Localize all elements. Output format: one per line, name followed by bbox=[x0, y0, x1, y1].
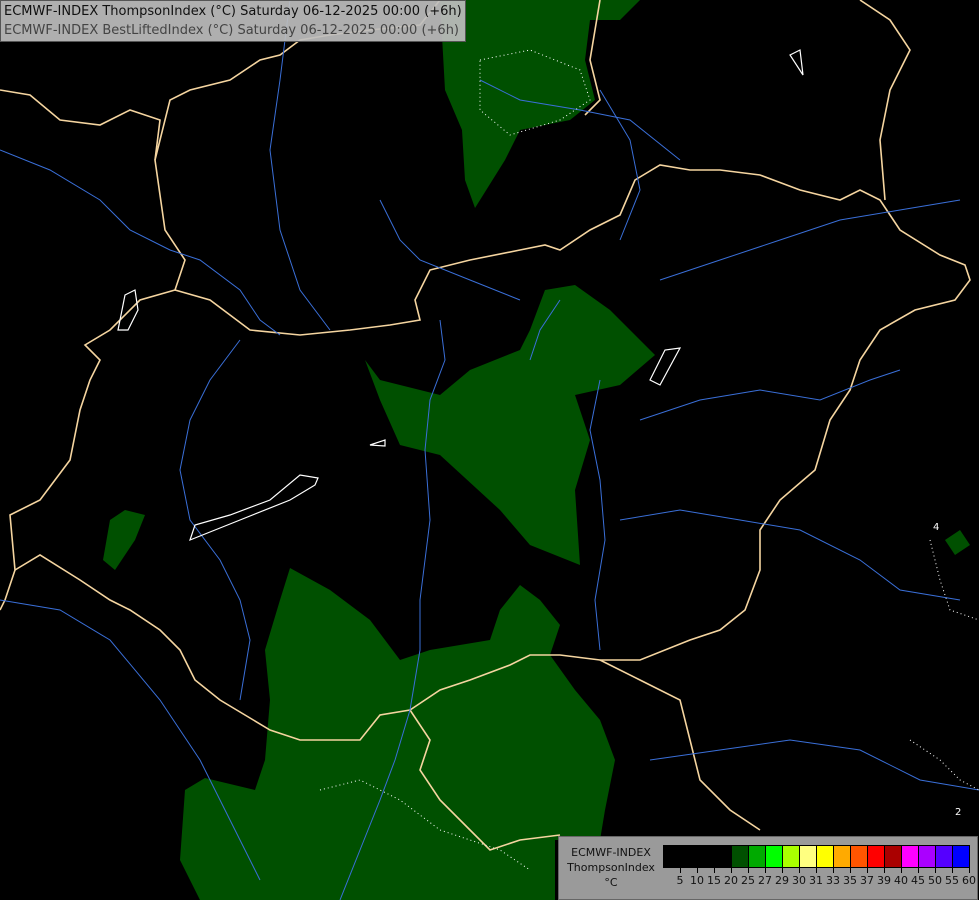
title-line-lifted: ECMWF-INDEX BestLiftedIndex (°C) Saturda… bbox=[4, 23, 459, 38]
legend-swatch bbox=[851, 846, 868, 867]
legend-swatch bbox=[715, 846, 732, 867]
legend-tick-label: 39 bbox=[877, 874, 891, 887]
legend-swatch bbox=[664, 846, 681, 867]
title-line-thompson: ECMWF-INDEX ThompsonIndex (°C) Saturday … bbox=[4, 4, 462, 19]
legend-swatch bbox=[817, 846, 834, 867]
contour-label: 4 bbox=[933, 522, 939, 533]
contour-label: 2 bbox=[955, 807, 961, 818]
legend-model: ECMWF-INDEX bbox=[571, 846, 651, 859]
map-title: ECMWF-INDEX ThompsonIndex (°C) Saturday … bbox=[0, 0, 466, 42]
legend-tick-label: 29 bbox=[775, 874, 789, 887]
legend-tick-label: 45 bbox=[911, 874, 925, 887]
legend-tick bbox=[850, 868, 851, 873]
legend-swatch bbox=[766, 846, 783, 867]
legend-tick-label: 10 bbox=[690, 874, 704, 887]
legend-tick bbox=[833, 868, 834, 873]
legend-tick-label: 5 bbox=[676, 874, 684, 887]
legend-tick-label: 25 bbox=[741, 874, 755, 887]
legend-tick bbox=[714, 868, 715, 873]
legend-tick-label: 30 bbox=[792, 874, 806, 887]
legend-tick-label: 33 bbox=[826, 874, 840, 887]
legend-swatch bbox=[681, 846, 698, 867]
legend-swatch bbox=[885, 846, 902, 867]
legend-swatch bbox=[919, 846, 936, 867]
legend-tick-label: 50 bbox=[928, 874, 942, 887]
legend-swatch bbox=[902, 846, 919, 867]
legend-tick bbox=[969, 868, 970, 873]
legend-swatch bbox=[732, 846, 749, 867]
legend-tick bbox=[901, 868, 902, 873]
legend-color-bar bbox=[663, 845, 970, 868]
legend-swatch bbox=[868, 846, 885, 867]
legend-tick bbox=[952, 868, 953, 873]
legend-swatch bbox=[698, 846, 715, 867]
legend-tick bbox=[680, 868, 681, 873]
legend-ticks: 5 10 15 20 25 27 29 30 31 33 35 37 39 40 45 50 55 60 bbox=[663, 868, 976, 892]
legend-swatch bbox=[834, 846, 851, 867]
legend-swatch bbox=[800, 846, 817, 867]
legend-tick bbox=[765, 868, 766, 873]
legend-swatch bbox=[936, 846, 953, 867]
legend-tick bbox=[918, 868, 919, 873]
legend-tick-label: 27 bbox=[758, 874, 772, 887]
legend-tick bbox=[782, 868, 783, 873]
legend-tick bbox=[697, 868, 698, 873]
legend-tick-label: 55 bbox=[945, 874, 959, 887]
legend-tick-label: 20 bbox=[724, 874, 738, 887]
legend-label: ECMWF-INDEX ThompsonIndex °C bbox=[563, 845, 659, 890]
legend-tick bbox=[816, 868, 817, 873]
legend-tick bbox=[935, 868, 936, 873]
color-legend: ECMWF-INDEX ThompsonIndex °C 5 10 15 20 25 27… bbox=[558, 836, 978, 900]
legend-swatch bbox=[953, 846, 969, 867]
legend-swatch bbox=[783, 846, 800, 867]
legend-tick bbox=[884, 868, 885, 873]
legend-tick-label: 60 bbox=[962, 874, 976, 887]
legend-tick-label: 37 bbox=[860, 874, 874, 887]
legend-tick bbox=[731, 868, 732, 873]
legend-unit: °C bbox=[604, 876, 618, 889]
legend-tick bbox=[867, 868, 868, 873]
legend-tick-label: 40 bbox=[894, 874, 908, 887]
legend-tick-label: 35 bbox=[843, 874, 857, 887]
lifted-index-contours bbox=[117, 49, 979, 871]
legend-swatch bbox=[749, 846, 766, 867]
legend-tick-label: 31 bbox=[809, 874, 823, 887]
thompson-index-fill bbox=[103, 0, 970, 900]
legend-tick-label: 15 bbox=[707, 874, 721, 887]
legend-tick bbox=[748, 868, 749, 873]
legend-parameter: ThompsonIndex bbox=[567, 861, 655, 874]
legend-tick bbox=[799, 868, 800, 873]
